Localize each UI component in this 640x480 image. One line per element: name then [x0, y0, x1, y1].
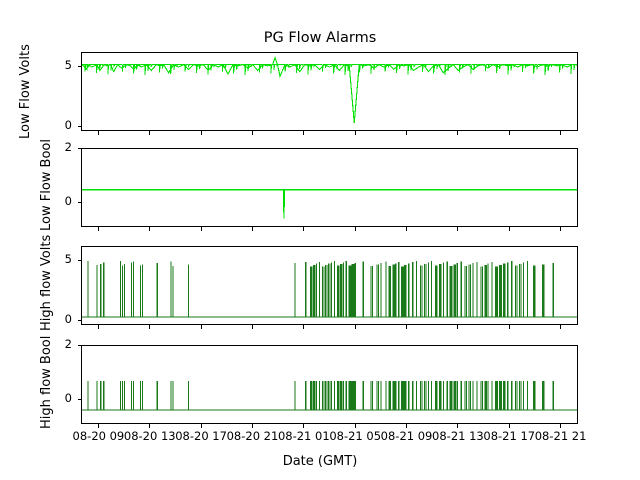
x-tick-mark [560, 227, 562, 231]
x-tick-mark [251, 325, 254, 329]
x-tick-label: 08-21 01 [277, 429, 330, 443]
x-tick-mark [457, 227, 459, 231]
x-tick-mark [508, 325, 510, 329]
x-tick-mark [406, 227, 408, 231]
y-tick-label-s3-5: 5 [64, 252, 72, 266]
x-tick-mark [97, 424, 99, 428]
y-tick-mark [77, 259, 81, 261]
y-tick-label-s3-0: 0 [64, 312, 72, 326]
x-tick-label: 08-20 17 [175, 429, 227, 443]
y-tick-label-s2-2: 2 [64, 140, 72, 154]
x-tick-mark [149, 325, 151, 329]
x-tick-mark [508, 131, 510, 135]
y-tick-mark [77, 201, 81, 203]
y-tick-label-s1-0: 0 [64, 118, 72, 132]
x-tick-mark [354, 131, 356, 135]
x-tick-mark [354, 227, 356, 231]
x-tick-mark [303, 227, 305, 231]
y-tick-mark [77, 319, 81, 321]
x-tick-mark [303, 131, 305, 135]
x-tick-mark [354, 424, 356, 428]
high-flow-volts-plot [82, 260, 577, 318]
subplot-low-flow-volts [81, 52, 578, 131]
x-tick-mark [406, 131, 408, 135]
x-tick-mark [354, 325, 356, 329]
x-tick-mark [406, 325, 408, 329]
x-tick-label: 08-20 13 [123, 429, 176, 443]
x-tick-mark [251, 227, 254, 231]
x-tick-label: 08-21 09 [380, 429, 433, 443]
y-tick-mark [77, 398, 81, 400]
subplot-high-flow-bool [81, 345, 578, 424]
x-tick-mark [457, 325, 459, 329]
x-tick-mark [560, 131, 562, 135]
x-tick-mark [303, 325, 305, 329]
x-tick-mark [508, 424, 510, 428]
x-tick-mark [406, 424, 408, 428]
x-tick-label: 08-20 09 [72, 429, 125, 443]
subplot-low-flow-bool [81, 148, 578, 227]
high-flow-bool-plot [82, 380, 577, 411]
x-tick-mark [508, 227, 510, 231]
x-tick-mark [149, 131, 151, 135]
x-tick-mark [251, 424, 254, 428]
x-tick-mark [149, 424, 151, 428]
x-tick-mark [97, 325, 99, 329]
y-tick-mark [77, 147, 81, 149]
x-tick-mark [457, 131, 459, 135]
x-tick-mark [200, 424, 202, 428]
x-tick-mark [200, 131, 202, 135]
x-tick-mark [560, 424, 562, 428]
y-tick-mark [77, 65, 81, 67]
x-tick-mark [200, 227, 202, 231]
x-tick-mark [149, 227, 151, 231]
x-tick-label: 08-21 17 [483, 429, 536, 443]
low-flow-volts-plot [82, 56, 577, 124]
y-tick-label-s4-0: 0 [64, 391, 72, 405]
y-tick-label-s4-2: 2 [64, 337, 72, 351]
subplot-high-flow-volts [81, 246, 578, 325]
low-flow-bool-plot [82, 189, 577, 219]
x-tick-mark [97, 131, 99, 135]
x-tick-label: 08-21 05 [329, 429, 382, 443]
x-tick-mark [560, 325, 562, 329]
x-tick-mark [251, 131, 254, 135]
x-tick-label: 08-21 13 [432, 429, 484, 443]
x-tick-mark [457, 424, 459, 428]
y-tick-mark [77, 344, 81, 346]
y-tick-label-s2-0: 0 [64, 194, 72, 208]
x-tick-label: 08-20 21 [226, 429, 279, 443]
y-tick-mark [77, 125, 81, 127]
x-tick-mark [303, 424, 305, 428]
y-tick-label-s1-5: 5 [64, 58, 72, 72]
x-axis-label: Date (GMT) [282, 454, 358, 469]
x-tick-mark [97, 227, 99, 231]
x-tick-mark [200, 325, 202, 329]
chart-title: PG Flow Alarms [263, 30, 377, 46]
x-tick-label: 08-21 21 [534, 429, 587, 443]
